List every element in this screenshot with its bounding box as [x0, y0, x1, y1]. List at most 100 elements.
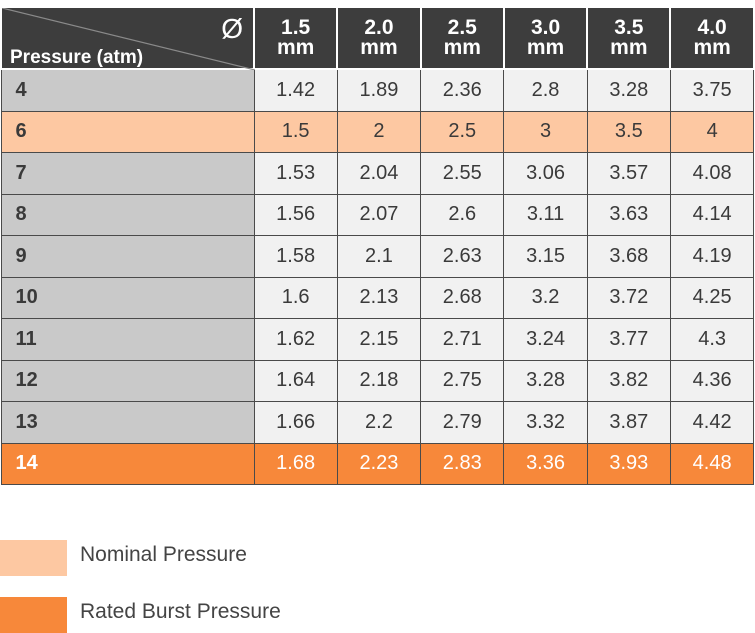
diameter-cell: 3.77 [586, 318, 671, 361]
table-row: 14 1.68 2.23 2.83 3.36 3.93 4.48 [0, 442, 755, 485]
diameter-cell: 3.28 [503, 359, 588, 402]
diameter-cell: 1.64 [253, 359, 338, 402]
table-row: 6 1.5 2 2.5 3 3.5 4 [0, 110, 755, 153]
diameter-cell: 3.15 [503, 235, 588, 278]
diameter-cell: 2.18 [336, 359, 422, 402]
diameter-cell: 1.68 [253, 442, 338, 485]
diameter-cell: 2.6 [420, 193, 505, 236]
diameter-cell: 4.48 [669, 442, 755, 485]
pressure-cell: 13 [0, 401, 255, 444]
diameter-cell: 3.75 [669, 68, 755, 112]
diameter-cell: 2.04 [336, 152, 422, 195]
table-row: 9 1.58 2.1 2.63 3.15 3.68 4.19 [0, 235, 755, 278]
diameter-cell: 3 [503, 110, 588, 153]
legend-label-nominal: Nominal Pressure [80, 543, 247, 566]
diameter-cell: 3.2 [503, 276, 588, 319]
diameter-cell: 3.32 [503, 401, 588, 444]
column-diameter-unit: mm [526, 36, 565, 59]
diameter-cell: 1.5 [253, 110, 338, 153]
pressure-cell: 4 [0, 68, 255, 112]
diameter-cell: 2 [336, 110, 422, 153]
diameter-cell: 2.15 [336, 318, 422, 361]
column-diameter-value: 3.5 [614, 16, 644, 39]
pressure-cell: 6 [0, 110, 255, 153]
diameter-cell: 3.11 [503, 193, 588, 236]
diameter-cell: 2.13 [336, 276, 422, 319]
diameter-icon: Ø [221, 13, 243, 44]
diameter-cell: 4.36 [669, 359, 755, 402]
column-header-3.0mm: 3.0 mm [502, 6, 589, 70]
column-diameter-value: 2.5 [447, 16, 477, 39]
diameter-cell: 3.57 [586, 152, 671, 195]
diagonal-divider [2, 8, 255, 70]
diameter-cell: 2.79 [420, 401, 505, 444]
column-diameter-value: 3.0 [530, 16, 561, 39]
diameter-cell: 3.24 [503, 318, 588, 361]
table-row: 13 1.66 2.2 2.79 3.32 3.87 4.42 [0, 401, 755, 444]
diameter-cell: 2.5 [420, 110, 505, 153]
diameter-cell: 3.93 [586, 442, 671, 485]
legend-label-burst: Rated Burst Pressure [80, 600, 281, 623]
table-body: 4 1.42 1.89 2.36 2.8 3.28 3.75 6 1.5 2 2.5 3 3.5 4 7 1.… [0, 68, 755, 485]
diameter-cell: 1.89 [336, 68, 422, 112]
diameter-cell: 2.36 [420, 68, 505, 112]
table-row: 4 1.42 1.89 2.36 2.8 3.28 3.75 [0, 68, 755, 112]
diameter-cell: 4.42 [669, 401, 755, 444]
diameter-cell: 3.5 [586, 110, 671, 153]
diameter-cell: 3.72 [586, 276, 671, 319]
column-diameter-unit: mm [610, 36, 648, 59]
column-diameter-value: 2.0 [364, 16, 394, 39]
pressure-cell: 7 [0, 152, 255, 195]
diameter-cell: 2.07 [336, 193, 422, 236]
nominal-swatch [0, 540, 67, 576]
diameter-cell: 2.63 [420, 235, 505, 278]
diameter-cell: 3.68 [586, 235, 671, 278]
header-row: Ø Pressure (atm) 1.5 mm 2.0 mm 2.5 mm 3.0 mm 3.5… [0, 6, 755, 70]
diameter-cell: 1.58 [253, 235, 338, 278]
diameter-cell: 3.82 [586, 359, 671, 402]
diameter-cell: 2.23 [336, 442, 422, 485]
column-diameter-value: 4.0 [697, 16, 727, 39]
column-diameter-unit: mm [276, 36, 315, 59]
column-diameter-unit: mm [360, 36, 398, 59]
diameter-cell: 3.06 [503, 152, 588, 195]
diameter-cell: 4.14 [669, 193, 755, 236]
diameter-cell: 1.62 [253, 318, 338, 361]
corner-header-cell: Ø Pressure (atm) [0, 6, 255, 70]
pressure-cell: 14 [0, 442, 255, 485]
column-header-4.0mm: 4.0 mm [669, 6, 755, 70]
pressure-axis-label: Pressure (atm) [10, 47, 144, 68]
pressure-cell: 8 [0, 193, 255, 236]
diameter-cell: 4.08 [669, 152, 755, 195]
diameter-cell: 4 [669, 110, 755, 153]
diameter-cell: 3.63 [586, 193, 671, 236]
column-header-1.5mm: 1.5 mm [252, 6, 339, 70]
pressure-cell: 10 [0, 276, 255, 319]
table-row: 10 1.6 2.13 2.68 3.2 3.72 4.25 [0, 276, 755, 319]
pressure-cell: 11 [0, 318, 255, 361]
column-header-2.5mm: 2.5 mm [419, 6, 505, 70]
column-diameter-unit: mm [443, 36, 481, 59]
table-row: 8 1.56 2.07 2.6 3.11 3.63 4.14 [0, 193, 755, 236]
diameter-cell: 1.42 [253, 68, 338, 112]
diameter-cell: 2.71 [420, 318, 505, 361]
diameter-cell: 2.1 [336, 235, 422, 278]
table-row: 12 1.64 2.18 2.75 3.28 3.82 4.36 [0, 359, 755, 402]
diameter-cell: 1.6 [253, 276, 338, 319]
compliance-table: Ø Pressure (atm) 1.5 mm 2.0 mm 2.5 mm 3.0 mm 3.5… [0, 6, 755, 485]
diameter-cell: 1.66 [253, 401, 338, 444]
diameter-cell: 4.19 [669, 235, 755, 278]
diameter-cell: 3.87 [586, 401, 671, 444]
column-header-3.5mm: 3.5 mm [586, 6, 672, 70]
diameter-cell: 2.8 [503, 68, 588, 112]
table-row: 7 1.53 2.04 2.55 3.06 3.57 4.08 [0, 152, 755, 195]
column-header-2.0mm: 2.0 mm [336, 6, 422, 70]
diameter-cell: 4.3 [669, 318, 755, 361]
diameter-cell: 2.55 [420, 152, 505, 195]
diameter-cell: 4.25 [669, 276, 755, 319]
burst-swatch [0, 597, 67, 633]
table-row: 11 1.62 2.15 2.71 3.24 3.77 4.3 [0, 318, 755, 361]
diameter-cell: 2.2 [336, 401, 422, 444]
diameter-cell: 2.68 [420, 276, 505, 319]
pressure-cell: 9 [0, 235, 255, 278]
